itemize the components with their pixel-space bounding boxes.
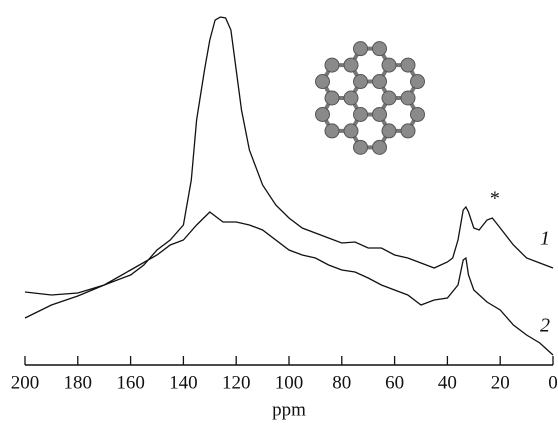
atom xyxy=(381,123,397,139)
x-tick-label: 60 xyxy=(385,372,404,393)
atom xyxy=(400,57,416,73)
series-label: 1 xyxy=(540,228,550,250)
atom xyxy=(353,106,368,122)
x-axis-label: ppm xyxy=(272,399,306,420)
x-tick-label: 80 xyxy=(332,372,351,393)
series-label: 2 xyxy=(540,315,550,337)
atom xyxy=(353,41,368,57)
x-tick-label: 200 xyxy=(11,372,40,393)
atom xyxy=(353,74,368,90)
atom xyxy=(400,90,416,106)
atom xyxy=(343,57,359,73)
x-tick-label: 140 xyxy=(169,372,198,393)
atom xyxy=(410,74,425,90)
x-tick-label: 160 xyxy=(116,372,145,393)
molecule-illustration xyxy=(315,41,425,155)
spectrum-line xyxy=(24,16,554,296)
x-tick-label: 120 xyxy=(222,372,251,393)
atom xyxy=(381,57,397,73)
atom xyxy=(372,41,387,57)
atom xyxy=(381,90,397,106)
atom xyxy=(372,74,387,90)
atom xyxy=(343,123,359,139)
atom xyxy=(324,90,340,106)
atom xyxy=(410,106,425,122)
atom xyxy=(372,139,387,155)
annotation: * xyxy=(490,188,500,210)
atom xyxy=(353,139,368,155)
atom xyxy=(315,106,330,122)
atom xyxy=(400,123,416,139)
atom xyxy=(315,74,330,90)
x-tick-label: 20 xyxy=(491,372,510,393)
atom xyxy=(324,123,340,139)
atom xyxy=(372,106,387,122)
atom xyxy=(343,90,359,106)
x-tick-label: 100 xyxy=(275,372,304,393)
spectrum-line xyxy=(24,211,554,356)
atom xyxy=(324,57,340,73)
x-tick-label: 40 xyxy=(438,372,457,393)
x-tick-label: 180 xyxy=(64,372,93,393)
x-tick-label: 0 xyxy=(548,372,558,393)
